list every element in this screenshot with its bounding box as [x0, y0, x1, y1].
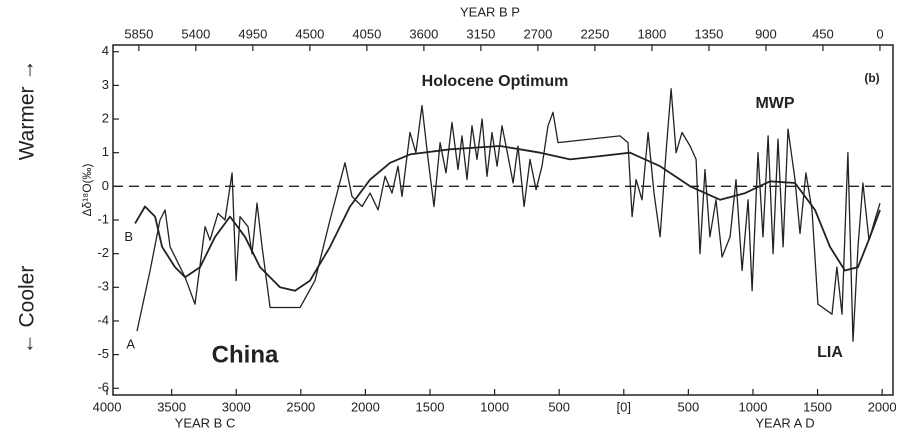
series-line — [134, 145, 881, 292]
x2-tick-label: 4500 — [295, 26, 324, 41]
x2-tick-label: 2250 — [580, 26, 609, 41]
annotation: China — [212, 341, 279, 368]
y-axis-label: Δδ¹⁸O(‰) — [80, 163, 94, 216]
annotation: LIA — [817, 344, 843, 361]
y-tick-label: -1 — [97, 211, 109, 226]
series-label: A — [126, 336, 135, 351]
x-tick-label: 2500 — [286, 399, 315, 414]
y-tick-label: -5 — [97, 346, 109, 361]
series-label: B — [124, 229, 133, 244]
y-tick-label: 0 — [102, 178, 109, 193]
annotation: MWP — [755, 95, 794, 112]
x-tick-label: 1500 — [803, 399, 832, 414]
x2-tick-label: 4950 — [238, 26, 267, 41]
x-tick-label: 3500 — [157, 399, 186, 414]
y-tick-label: 2 — [102, 110, 109, 125]
x2-tick-label: 0 — [876, 26, 883, 41]
x2-tick-label: 4050 — [352, 26, 381, 41]
x2-tick-label: 5400 — [181, 26, 210, 41]
annotation: Holocene Optimum — [422, 73, 569, 90]
x2-tick-label: 1800 — [637, 26, 666, 41]
y-tick-label: -6 — [97, 380, 109, 395]
x2-tick-label: 3150 — [466, 26, 495, 41]
x-tick-label: [0] — [617, 399, 631, 414]
x-tick-label: 500 — [548, 399, 570, 414]
bc-axis-label: YEAR B C — [175, 415, 236, 430]
series-line — [136, 88, 881, 342]
x-tick-label: 2000 — [351, 399, 380, 414]
x-tick-label: 1000 — [480, 399, 509, 414]
x2-tick-label: 900 — [755, 26, 777, 41]
x2-tick-label: 5850 — [124, 26, 153, 41]
top-axis-label: YEAR B P — [460, 4, 520, 19]
x-tick-label: 500 — [678, 399, 700, 414]
cooler-label: ← Cooler — [16, 266, 39, 355]
panel-label: (b) — [864, 71, 879, 85]
x2-tick-label: 1350 — [694, 26, 723, 41]
x2-tick-label: 2700 — [523, 26, 552, 41]
ad-axis-label: YEAR A D — [755, 415, 814, 430]
y-tick-label: 4 — [102, 43, 109, 58]
y-tick-label: 3 — [102, 77, 109, 92]
warmer-label: Warmer → — [16, 60, 39, 161]
y-tick-label: -2 — [97, 245, 109, 260]
x2-tick-label: 3600 — [409, 26, 438, 41]
x-tick-label: 1500 — [416, 399, 445, 414]
x-tick-label: 1000 — [739, 399, 768, 414]
x-tick-label: 4000 — [93, 399, 122, 414]
x-tick-label: 2000 — [868, 399, 897, 414]
y-tick-label: -3 — [97, 279, 109, 294]
x-tick-label: 3000 — [222, 399, 251, 414]
y-tick-label: 1 — [102, 144, 109, 159]
y-tick-label: -4 — [97, 312, 109, 327]
x2-tick-label: 450 — [812, 26, 834, 41]
